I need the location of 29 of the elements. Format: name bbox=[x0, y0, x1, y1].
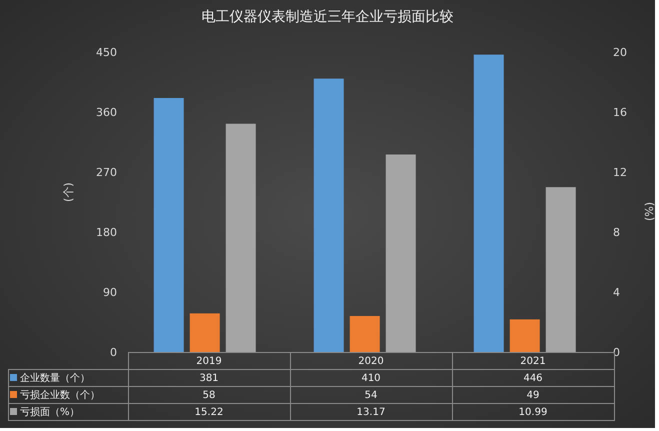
y-tick-label: 270 bbox=[96, 166, 117, 179]
chart-title: 电工仪器仪表制造近三年企业亏损面比较 bbox=[200, 8, 454, 26]
x-tick-label: 2020 bbox=[290, 352, 452, 370]
data-label: 54 bbox=[290, 386, 452, 404]
x-tick-label: 2019 bbox=[128, 352, 290, 370]
legend-label: 亏损面（%） bbox=[8, 404, 128, 420]
data-label: 49 bbox=[452, 386, 614, 404]
data-label: 410 bbox=[290, 370, 452, 386]
y-tick-label: 180 bbox=[96, 226, 117, 239]
y-axis-title: (个) bbox=[62, 182, 75, 202]
y2-tick-label: 20 bbox=[613, 46, 627, 59]
y-tick-label: 0 bbox=[110, 346, 117, 359]
y2-axis-title: (%) bbox=[642, 202, 656, 222]
data-label: 381 bbox=[128, 370, 290, 386]
y2-tick-label: 8 bbox=[613, 226, 620, 239]
data-label: 58 bbox=[128, 386, 290, 404]
data-label: 10.99 bbox=[452, 404, 614, 420]
y2-tick-label: 12 bbox=[613, 166, 627, 179]
data-label: 15.22 bbox=[128, 404, 290, 420]
x-tick-label: 2021 bbox=[452, 352, 614, 370]
y-tick-label: 90 bbox=[103, 286, 117, 299]
y2-tick-label: 16 bbox=[613, 106, 627, 119]
data-label: 446 bbox=[452, 370, 614, 386]
data-label: 13.17 bbox=[290, 404, 452, 420]
legend-label: 亏损企业数（个） bbox=[8, 386, 128, 404]
y-tick-label: 360 bbox=[96, 106, 117, 119]
y-tick-label: 450 bbox=[96, 46, 117, 59]
legend-label: 企业数量（个） bbox=[8, 370, 128, 386]
y2-tick-label: 4 bbox=[613, 286, 620, 299]
